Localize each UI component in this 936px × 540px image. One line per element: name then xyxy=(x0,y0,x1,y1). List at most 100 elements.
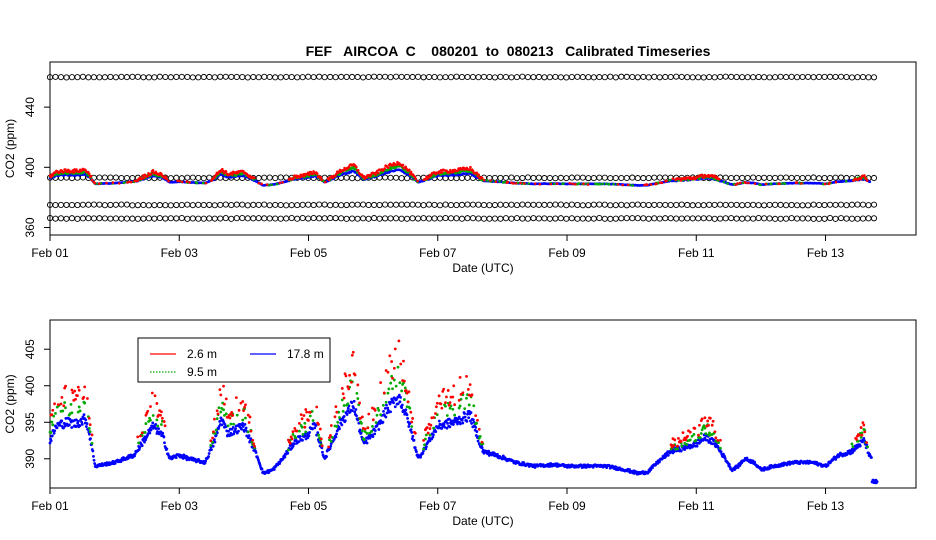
data-point xyxy=(437,419,441,423)
data-point xyxy=(367,412,371,416)
data-point xyxy=(86,397,89,400)
data-point xyxy=(381,420,385,424)
reference-point xyxy=(442,74,449,81)
data-point xyxy=(54,411,57,415)
data-point xyxy=(862,423,866,427)
reference-point xyxy=(316,201,323,208)
data-point xyxy=(180,180,184,184)
reference-point xyxy=(546,74,553,81)
data-point xyxy=(304,408,308,411)
data-point xyxy=(465,419,469,423)
data-point xyxy=(461,391,465,395)
data-point xyxy=(448,406,452,410)
reference-point xyxy=(843,202,850,209)
reference-point xyxy=(52,202,59,209)
reference-point xyxy=(167,74,174,81)
data-point xyxy=(612,182,615,186)
reference-point xyxy=(640,201,647,208)
data-point xyxy=(826,463,830,467)
reference-point xyxy=(129,202,136,209)
reference-point xyxy=(343,201,350,209)
legend-item: 9.5 m xyxy=(150,365,217,379)
reference-point xyxy=(656,74,663,81)
reference-point xyxy=(365,215,372,222)
data-point xyxy=(211,440,214,444)
data-point xyxy=(241,425,245,428)
data-point xyxy=(204,181,208,185)
data-point xyxy=(626,183,630,187)
data-point xyxy=(460,418,464,422)
data-point xyxy=(76,420,80,423)
reference-point xyxy=(722,215,729,222)
reference-point xyxy=(837,174,845,181)
reference-point xyxy=(629,201,636,208)
data-point xyxy=(292,176,295,180)
data-point xyxy=(60,419,64,423)
reference-point xyxy=(816,175,823,182)
reference-point xyxy=(585,175,592,182)
data-point xyxy=(92,458,96,462)
data-point xyxy=(387,387,391,391)
data-point xyxy=(49,431,53,434)
data-point xyxy=(211,444,215,448)
data-point xyxy=(376,406,380,410)
data-point xyxy=(138,445,142,449)
reference-point xyxy=(557,201,564,208)
reference-point xyxy=(546,174,553,182)
data-point xyxy=(133,452,137,456)
reference-point xyxy=(717,215,724,222)
reference-point xyxy=(68,202,76,209)
x-tick-label: Feb 13 xyxy=(807,246,845,260)
data-point xyxy=(297,440,301,444)
data-point xyxy=(475,171,479,175)
data-point xyxy=(694,438,698,442)
data-point xyxy=(260,182,263,186)
data-point xyxy=(163,424,167,428)
data-point xyxy=(679,179,683,182)
data-point xyxy=(329,433,332,437)
reference-point xyxy=(354,73,361,81)
reference-point xyxy=(68,74,76,81)
reference-point xyxy=(283,215,290,222)
data-point xyxy=(451,423,455,426)
data-point xyxy=(439,402,443,406)
data-point xyxy=(343,419,347,423)
data-point xyxy=(703,416,707,420)
data-point xyxy=(292,442,296,446)
reference-point xyxy=(491,201,499,209)
data-point xyxy=(300,417,304,421)
data-point xyxy=(76,394,79,398)
data-point xyxy=(459,392,463,396)
data-point xyxy=(388,354,392,358)
data-point xyxy=(485,179,489,182)
data-point xyxy=(70,426,74,429)
data-point xyxy=(275,182,279,186)
data-point xyxy=(85,425,88,428)
data-point xyxy=(383,167,386,170)
data-point xyxy=(616,183,620,186)
data-point xyxy=(314,424,318,427)
reference-point xyxy=(442,201,449,208)
data-point xyxy=(207,452,211,455)
data-point xyxy=(664,454,668,458)
y-tick-label: 360 xyxy=(23,217,37,237)
data-point xyxy=(321,450,324,454)
reference-point xyxy=(623,202,630,209)
reference-point xyxy=(739,74,746,81)
reference-point xyxy=(579,215,586,222)
data-point xyxy=(53,402,56,406)
data-point xyxy=(411,417,415,420)
data-point xyxy=(407,390,411,394)
data-point xyxy=(300,425,304,429)
data-point xyxy=(860,433,864,437)
reference-point xyxy=(508,201,515,208)
x-tick-label: Feb 01 xyxy=(31,499,69,513)
reference-point xyxy=(535,73,542,81)
reference-point xyxy=(777,201,784,208)
data-point xyxy=(649,183,653,186)
data-point xyxy=(442,422,446,426)
reference-point xyxy=(398,175,405,182)
data-point xyxy=(379,381,383,384)
legend-item: 17.8 m xyxy=(250,347,324,361)
data-point xyxy=(61,409,65,413)
